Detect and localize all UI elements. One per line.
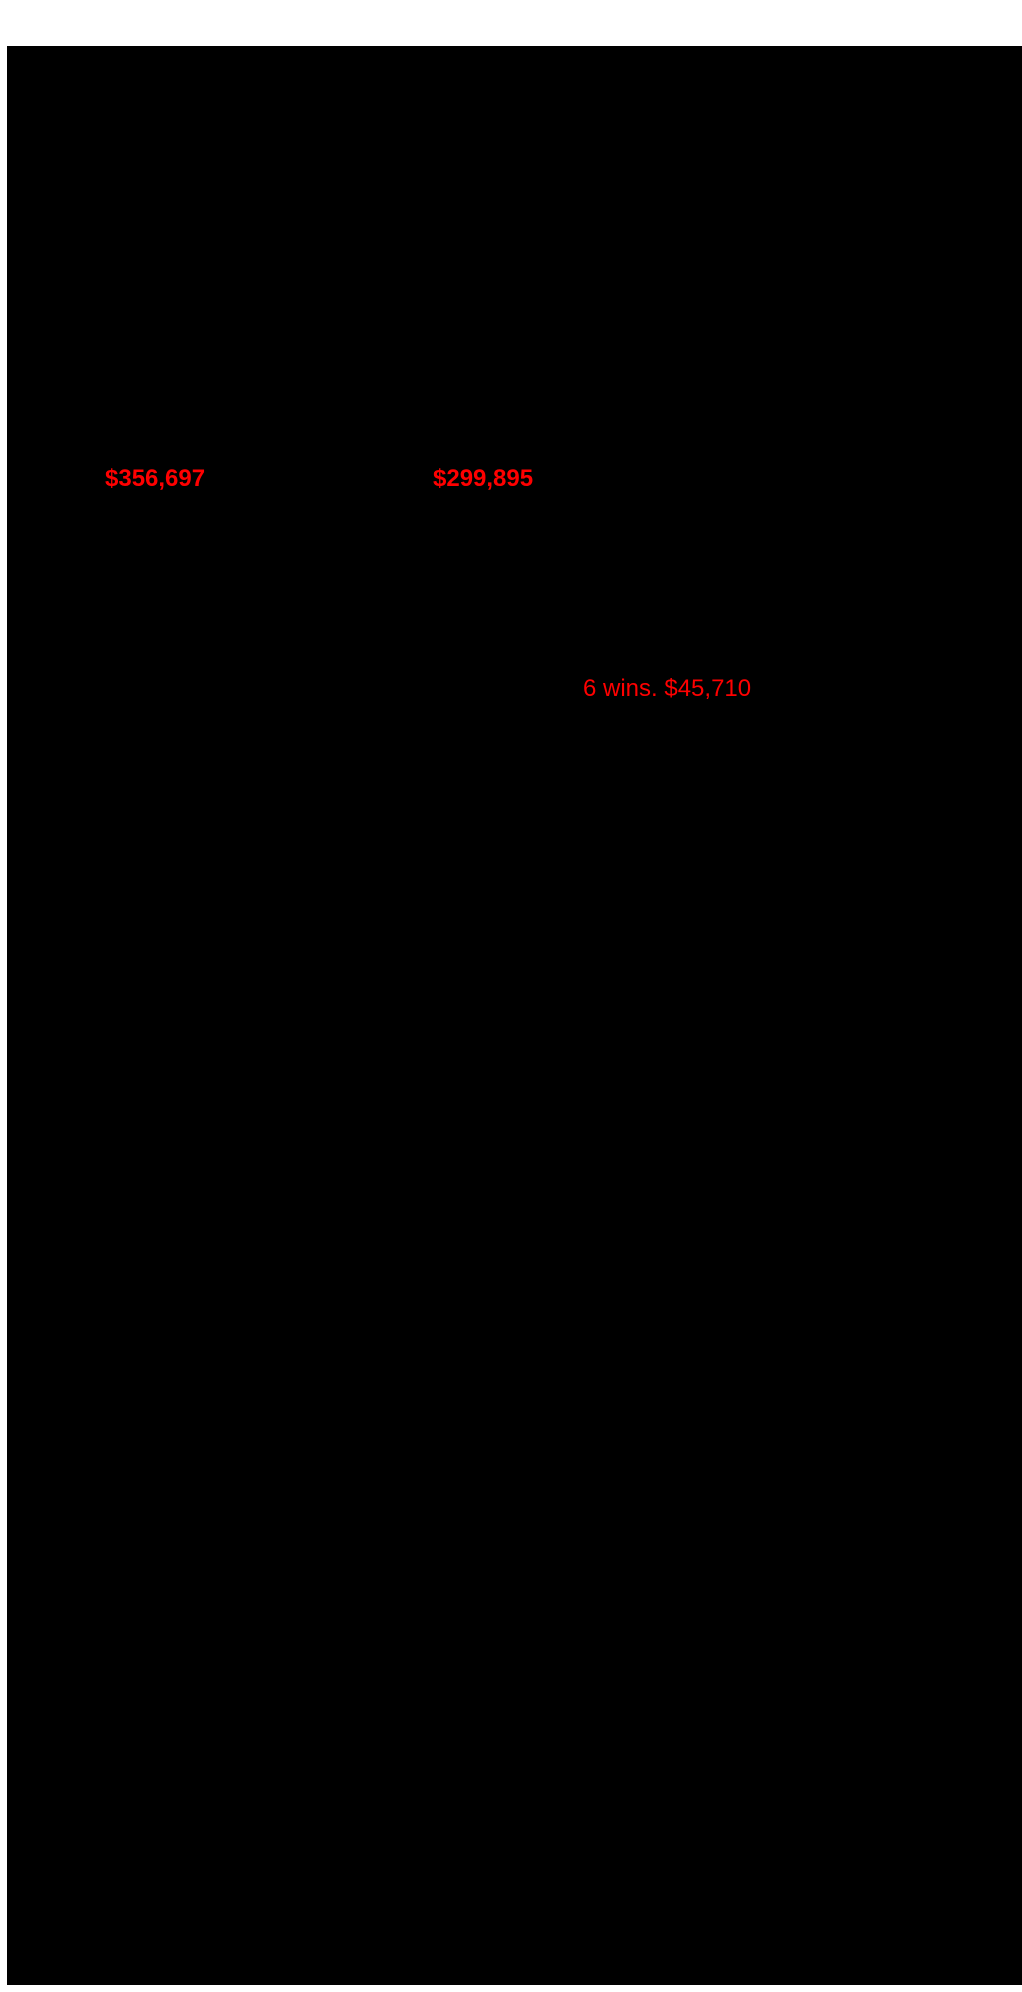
prize-money-value-right: $299,895 xyxy=(433,465,534,492)
content-area: $356,697 $299,895 6 wins. $45,710 xyxy=(7,46,1022,1985)
wins-earnings-text: 6 wins. $45,710 xyxy=(583,675,752,702)
prize-money-value-left: $356,697 xyxy=(105,465,206,492)
